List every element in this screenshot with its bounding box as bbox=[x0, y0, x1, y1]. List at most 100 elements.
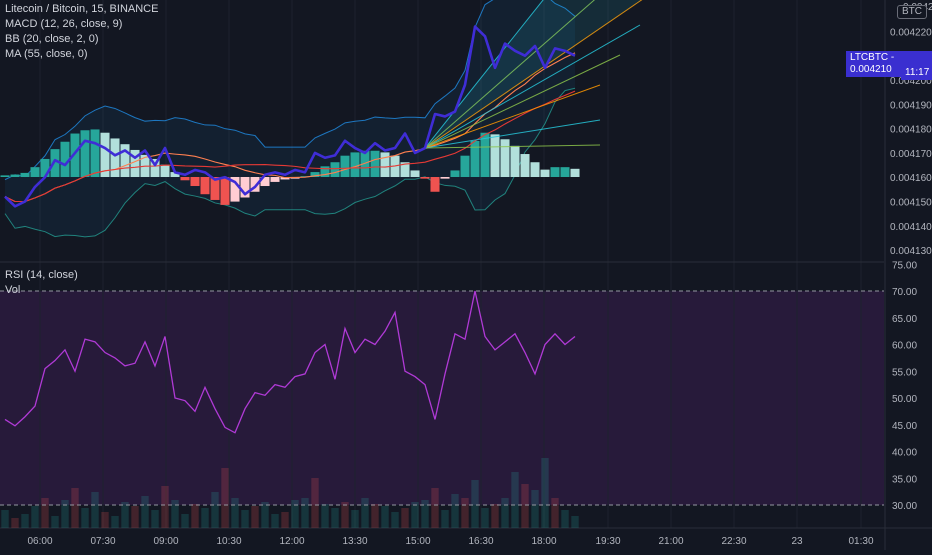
fan-ray bbox=[424, 119, 601, 149]
volume-bar bbox=[371, 504, 379, 528]
volume-bar bbox=[121, 502, 129, 528]
rsi-tick-label: 45.00 bbox=[892, 421, 917, 432]
price-tick-label: 0.004170 bbox=[890, 149, 932, 160]
time-tick-label: 13:30 bbox=[342, 536, 367, 547]
volume-bar bbox=[421, 500, 429, 528]
volume-bar bbox=[461, 498, 469, 528]
volume-bar bbox=[41, 498, 49, 528]
volume-bar bbox=[401, 508, 409, 528]
volume-bar bbox=[251, 506, 259, 528]
volume-bar bbox=[491, 504, 499, 528]
rsi-tick-label: 30.00 bbox=[892, 501, 917, 512]
macd-bar bbox=[230, 177, 240, 202]
rsi-axis-labels[interactable]: 75.00 70.00 65.00 60.00 55.00 50.00 45.00 40.00… bbox=[892, 260, 917, 512]
ma-slow-line bbox=[4, 90, 576, 203]
time-tick-label: 07:30 bbox=[90, 536, 115, 547]
macd-bar bbox=[80, 130, 90, 177]
volume-bar bbox=[221, 468, 229, 528]
volume-bar bbox=[91, 492, 99, 528]
macd-bar bbox=[40, 158, 50, 177]
macd-bar bbox=[430, 177, 440, 192]
volume-bar bbox=[31, 506, 39, 528]
time-tick-label: 09:00 bbox=[153, 536, 178, 547]
volume-bar bbox=[331, 508, 339, 528]
volume-bar bbox=[551, 498, 559, 528]
currency-badge[interactable]: BTC bbox=[897, 5, 927, 19]
macd-bar bbox=[270, 177, 280, 182]
rsi-tick-label: 50.00 bbox=[892, 394, 917, 405]
volume-bar bbox=[21, 514, 29, 528]
macd-bar bbox=[120, 144, 130, 177]
macd-bar bbox=[30, 167, 40, 177]
ma-legend[interactable]: MA (55, close, 0) bbox=[5, 48, 88, 60]
macd-bar bbox=[0, 175, 10, 177]
macd-bar bbox=[380, 152, 390, 177]
volume-bar bbox=[451, 494, 459, 528]
rsi-tick-label: 35.00 bbox=[892, 474, 917, 485]
fan-ray bbox=[424, 0, 596, 149]
macd-bar bbox=[100, 132, 110, 177]
macd-bar bbox=[460, 155, 470, 177]
time-axis-labels[interactable]: 06:00 07:30 09:00 10:30 12:00 13:30 15:00 16:30… bbox=[27, 536, 873, 547]
macd-bar bbox=[480, 132, 490, 177]
price-tick-label: 0.004220 bbox=[890, 27, 932, 38]
bb-legend[interactable]: BB (20, close, 2, 0) bbox=[5, 33, 99, 45]
volume-bar bbox=[51, 516, 59, 528]
volume-bar bbox=[231, 498, 239, 528]
fan-ray bbox=[424, 84, 601, 149]
macd-bar bbox=[220, 177, 230, 205]
rsi-tick-label: 55.00 bbox=[892, 367, 917, 378]
macd-bar bbox=[260, 177, 270, 187]
volume-bar bbox=[341, 502, 349, 528]
time-tick-label: 22:30 bbox=[721, 536, 746, 547]
volume-bar bbox=[391, 512, 399, 528]
volume-legend[interactable]: Vol bbox=[5, 284, 21, 296]
macd-bar bbox=[570, 168, 580, 177]
volume-bar bbox=[181, 514, 189, 528]
volume-bar bbox=[381, 506, 389, 528]
rsi-tick-label: 40.00 bbox=[892, 448, 917, 459]
volume-bar bbox=[301, 498, 309, 528]
macd-bar bbox=[180, 177, 190, 181]
macd-bar bbox=[110, 138, 120, 177]
volume-bar bbox=[561, 510, 569, 528]
macd-bar bbox=[240, 177, 250, 198]
macd-bar bbox=[150, 158, 160, 177]
macd-bar bbox=[550, 167, 560, 177]
macd-bar bbox=[320, 166, 330, 177]
moving-average-lines bbox=[4, 52, 576, 203]
fan-ray bbox=[424, 0, 643, 149]
macd-bar bbox=[130, 149, 140, 177]
volume-bar bbox=[111, 516, 119, 528]
volume-bar bbox=[151, 510, 159, 528]
time-tick-label: 18:00 bbox=[531, 536, 556, 547]
volume-bar bbox=[541, 458, 549, 528]
volume-bar bbox=[11, 518, 19, 528]
macd-bar bbox=[90, 129, 100, 177]
time-tick-label: 10:30 bbox=[216, 536, 241, 547]
time-tick-label: 21:00 bbox=[658, 536, 683, 547]
rsi-legend[interactable]: RSI (14, close) bbox=[5, 269, 78, 281]
volume-bar bbox=[431, 488, 439, 528]
volume-bars bbox=[1, 458, 579, 528]
volume-bar bbox=[71, 488, 79, 528]
price-tick-label: 0.004200 bbox=[890, 76, 932, 87]
price-tick-label: 0.004140 bbox=[890, 222, 932, 233]
time-tick-label: 23 bbox=[791, 536, 803, 547]
macd-bar bbox=[280, 177, 290, 180]
volume-bar bbox=[201, 508, 209, 528]
volume-bar bbox=[131, 506, 139, 528]
macd-bar bbox=[50, 149, 60, 177]
macd-bar bbox=[420, 177, 430, 179]
symbol-title[interactable]: Litecoin / Bitcoin, 15, BINANCE bbox=[5, 3, 159, 15]
rsi-band-background bbox=[0, 291, 884, 505]
volume-bar bbox=[511, 472, 519, 528]
volume-bar bbox=[271, 514, 279, 528]
volume-bar bbox=[361, 498, 369, 528]
macd-legend[interactable]: MACD (12, 26, close, 9) bbox=[5, 18, 123, 30]
volume-bar bbox=[101, 512, 109, 528]
price-tick-label: 0.004160 bbox=[890, 173, 932, 184]
bollinger-upper-line bbox=[4, 0, 576, 181]
